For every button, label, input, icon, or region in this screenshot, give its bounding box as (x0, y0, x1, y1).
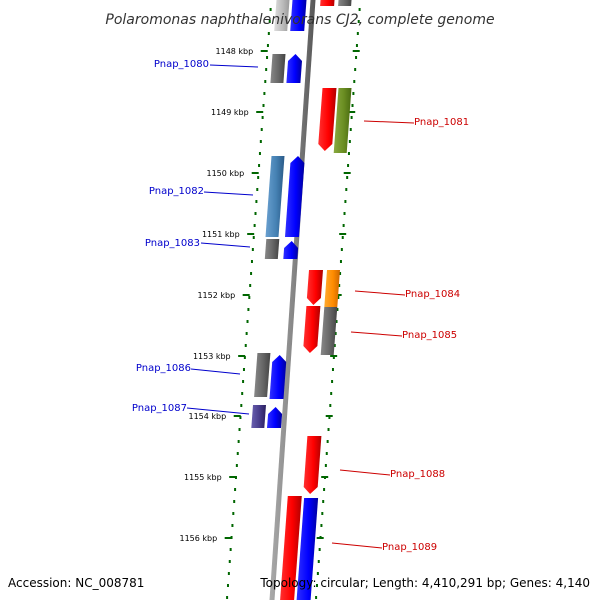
track-layer (251, 0, 352, 600)
cog-block[interactable] (270, 54, 286, 83)
accession-text: Accession: NC_008781 (8, 576, 144, 590)
cog-block[interactable] (254, 353, 271, 397)
tick-mark-right (339, 233, 347, 235)
label-layer: Pnap_1080 Pnap_1081 Pnap_1082 Pnap_1083 Pnap… (132, 59, 469, 553)
tick-mark-left (256, 111, 264, 113)
tick-mark-left (233, 415, 241, 417)
tick-mark-left (224, 537, 232, 539)
gene-label-pnap-1082[interactable]: Pnap_1082 (149, 186, 204, 197)
tick-label: 1154 kbp (189, 412, 227, 421)
tick-mark-left (229, 476, 237, 478)
tick-mark-right (316, 537, 324, 539)
gene-leader-line (363, 120, 415, 124)
tick-mark-left (238, 355, 246, 357)
topology-text: Topology: circular; Length: 4,410,291 bp… (259, 576, 590, 590)
cog-block[interactable] (338, 0, 352, 6)
tick-mark-left (242, 294, 250, 296)
gene-leader-line (203, 191, 254, 196)
tick-label: 1153 kbp (193, 352, 231, 361)
tick-mark-right (321, 476, 329, 478)
gene-label-pnap-1087[interactable]: Pnap_1087 (132, 403, 187, 414)
genome-title: Polaromonas naphthalenivorans CJ2, compl… (105, 12, 494, 28)
tick-mark-right (343, 172, 351, 174)
gene-leader-line (200, 242, 251, 248)
gene-label-pnap-1081[interactable]: Pnap_1081 (414, 117, 469, 128)
forward-cds-block[interactable] (320, 0, 335, 6)
gene-leader-line (339, 469, 391, 476)
gene-label-pnap-1089[interactable]: Pnap_1089 (382, 542, 437, 553)
reverse-cds-block[interactable] (285, 156, 305, 237)
gene-leader-line (186, 407, 250, 415)
forward-cds-block[interactable] (303, 306, 321, 353)
tick-label: 1156 kbp (179, 534, 217, 543)
forward-cds-block[interactable] (280, 496, 302, 600)
cog-block[interactable] (333, 88, 352, 153)
gene-label-pnap-1086[interactable]: Pnap_1086 (136, 363, 191, 374)
tick-mark-right (348, 111, 356, 113)
tick-label: 1149 kbp (211, 108, 249, 117)
reverse-cds-block[interactable] (267, 407, 283, 428)
genome-backbone (269, 0, 316, 600)
tick-mark-left (247, 233, 255, 235)
reverse-cds-block[interactable] (286, 54, 302, 83)
tick-mark-left (260, 50, 268, 52)
tick-label: 1155 kbp (184, 473, 222, 482)
gene-leader-line (190, 368, 241, 375)
cog-block[interactable] (251, 405, 266, 428)
cog-block[interactable] (274, 0, 290, 31)
forward-cds-block[interactable] (318, 88, 337, 151)
reverse-cds-block[interactable] (269, 355, 287, 399)
cog-block[interactable] (264, 239, 280, 259)
tick-mark-right (330, 355, 338, 357)
tick-mark-right (325, 415, 333, 417)
gene-leader-line (209, 64, 259, 68)
tick-mark-right (352, 50, 360, 52)
forward-cds-block[interactable] (303, 436, 322, 494)
forward-cds-block[interactable] (306, 270, 323, 305)
gene-label-pnap-1080[interactable]: Pnap_1080 (154, 59, 209, 70)
gene-label-pnap-1085[interactable]: Pnap_1085 (402, 330, 457, 341)
gene-label-pnap-1083[interactable]: Pnap_1083 (145, 238, 200, 249)
cog-block[interactable] (320, 307, 338, 355)
reverse-cds-block[interactable] (283, 241, 299, 259)
cog-block[interactable] (265, 156, 285, 237)
tick-mark-left (251, 172, 259, 174)
reverse-cds-block[interactable] (290, 0, 307, 31)
leader-layer (186, 64, 415, 549)
cog-block[interactable] (324, 270, 340, 307)
reverse-cds-block[interactable] (296, 498, 319, 600)
gene-leader-line (354, 290, 406, 296)
gene-label-pnap-1088[interactable]: Pnap_1088 (390, 469, 445, 480)
gene-leader-line (331, 542, 383, 549)
gene-leader-line (350, 331, 403, 337)
tick-label: 1150 kbp (206, 169, 244, 178)
tick-label: 1151 kbp (202, 230, 240, 239)
tick-label: 1148 kbp (216, 47, 254, 56)
tick-label: 1152 kbp (197, 291, 235, 300)
gene-label-pnap-1084[interactable]: Pnap_1084 (405, 289, 460, 300)
